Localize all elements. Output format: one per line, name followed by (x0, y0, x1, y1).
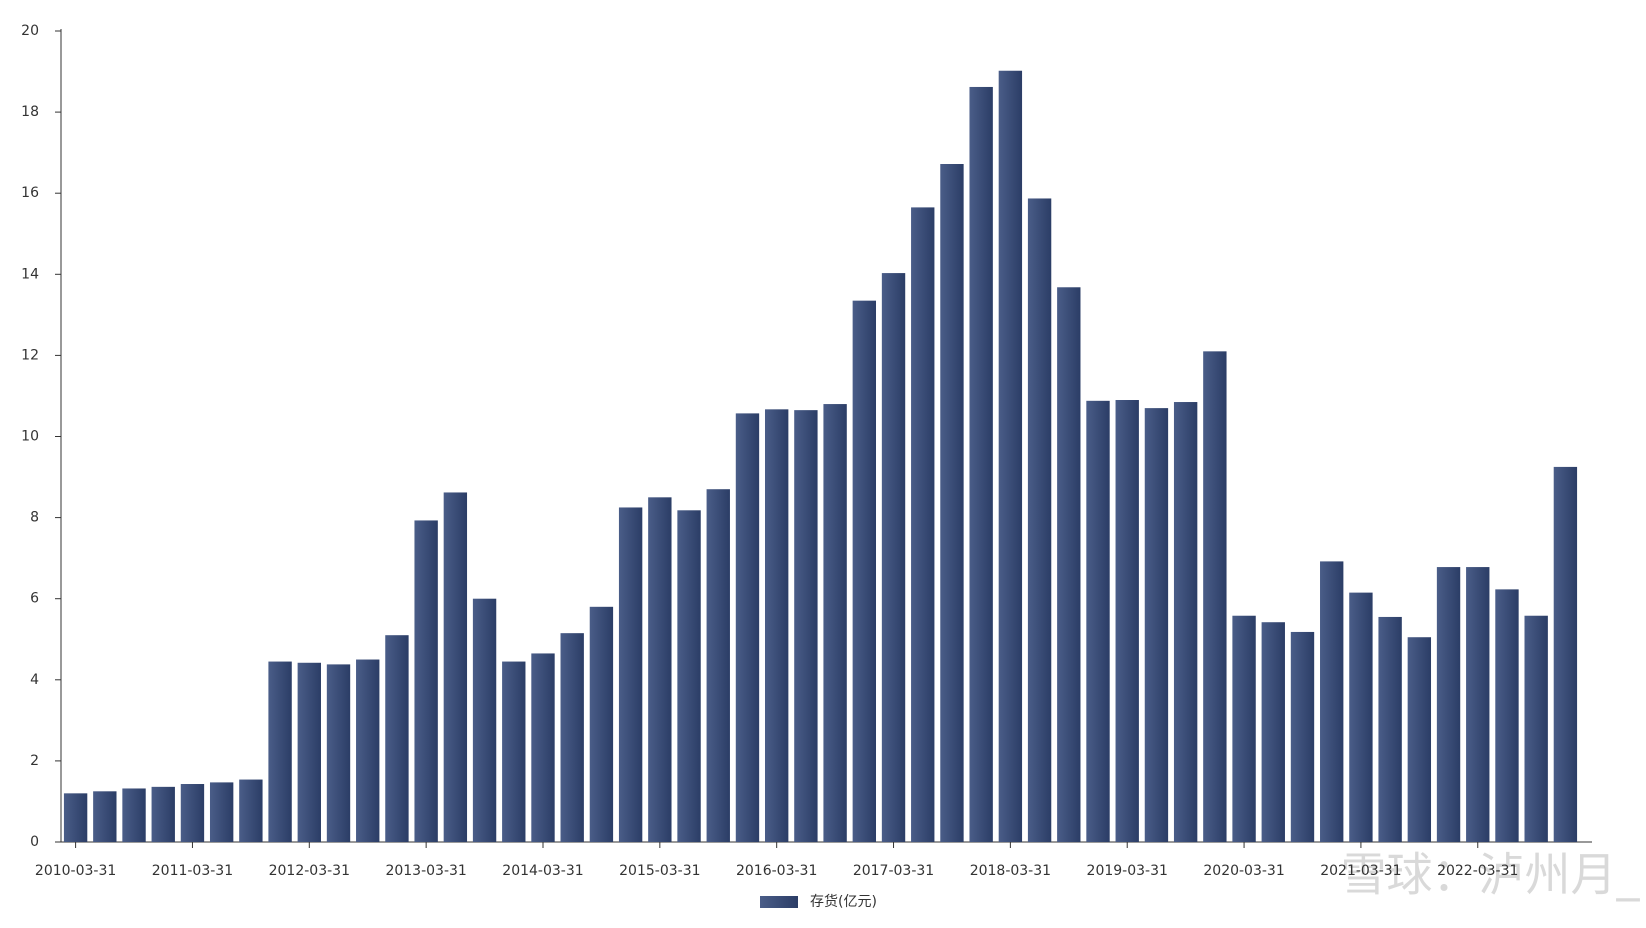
watermark: 雪球：泸州月_ (1341, 848, 1641, 902)
y-tick-label: 12 (21, 347, 39, 363)
bar (881, 273, 906, 842)
bar (472, 598, 497, 842)
bar (502, 661, 526, 842)
bar (1320, 561, 1344, 842)
bar (180, 784, 205, 842)
x-tick-label: 2016-03-31 (736, 863, 817, 879)
bar (823, 404, 847, 842)
y-tick-label: 8 (30, 510, 39, 526)
bar (940, 164, 964, 842)
legend-swatch (760, 896, 798, 908)
x-tick-label: 2010-03-31 (35, 863, 116, 879)
x-tick-label: 2022-03-31 (1437, 863, 1518, 879)
y-tick-label: 18 (21, 104, 39, 120)
bar (1115, 400, 1139, 842)
bar (1436, 567, 1461, 842)
x-tick-label: 2015-03-31 (619, 863, 700, 879)
bar (764, 409, 789, 842)
bar (648, 497, 672, 842)
bar (1261, 622, 1285, 842)
bar (414, 520, 438, 842)
x-tick-label: 2019-03-31 (1087, 863, 1168, 879)
bar (998, 70, 1023, 842)
bar (1290, 631, 1315, 842)
bar (589, 606, 614, 842)
bar (1232, 615, 1256, 842)
y-tick-label: 0 (30, 834, 39, 850)
bar (911, 207, 935, 842)
bar (1378, 616, 1402, 842)
bar (239, 779, 263, 842)
y-tick-label: 14 (21, 266, 39, 282)
x-tick-label: 2020-03-31 (1203, 863, 1284, 879)
y-tick-label: 10 (21, 429, 39, 445)
bar (1524, 615, 1548, 842)
bar (1027, 198, 1052, 842)
bar (531, 653, 555, 842)
x-tick-label: 2013-03-31 (385, 863, 466, 879)
bar (560, 633, 584, 842)
y-tick-label: 20 (21, 23, 39, 39)
x-tick-label: 2012-03-31 (269, 863, 350, 879)
bar (297, 662, 321, 842)
x-tick-label: 2011-03-31 (152, 863, 233, 879)
y-tick-label: 4 (30, 672, 39, 688)
x-tick-label: 2017-03-31 (853, 863, 934, 879)
legend-label: 存货(亿元) (810, 893, 877, 910)
bar (122, 788, 146, 842)
bar (1553, 466, 1578, 842)
bar (969, 86, 993, 843)
bar (385, 635, 409, 842)
bar (326, 664, 351, 842)
bar (1349, 592, 1373, 842)
bar (1466, 567, 1490, 842)
y-tick-label: 2 (30, 753, 39, 769)
bar (618, 507, 643, 842)
bar (443, 492, 468, 842)
bar (794, 410, 818, 842)
x-tick-label: 2021-03-31 (1320, 863, 1401, 879)
bar (735, 413, 760, 842)
bar (356, 659, 380, 842)
y-tick-label: 6 (30, 591, 39, 607)
y-tick-label: 16 (21, 185, 39, 201)
bar (1086, 400, 1110, 842)
bar (209, 782, 234, 842)
bar (677, 510, 701, 842)
bar (1173, 402, 1198, 842)
bar (706, 489, 730, 842)
bar (1495, 589, 1519, 842)
bar (63, 793, 88, 842)
x-tick-label: 2018-03-31 (970, 863, 1051, 879)
bar (1203, 351, 1227, 842)
bar (93, 791, 117, 842)
bar (852, 300, 877, 843)
x-tick-label: 2014-03-31 (502, 863, 583, 879)
bar (1144, 408, 1169, 842)
bar (1407, 637, 1432, 842)
bar (151, 786, 175, 842)
bar (1057, 287, 1081, 842)
bar (268, 661, 292, 842)
